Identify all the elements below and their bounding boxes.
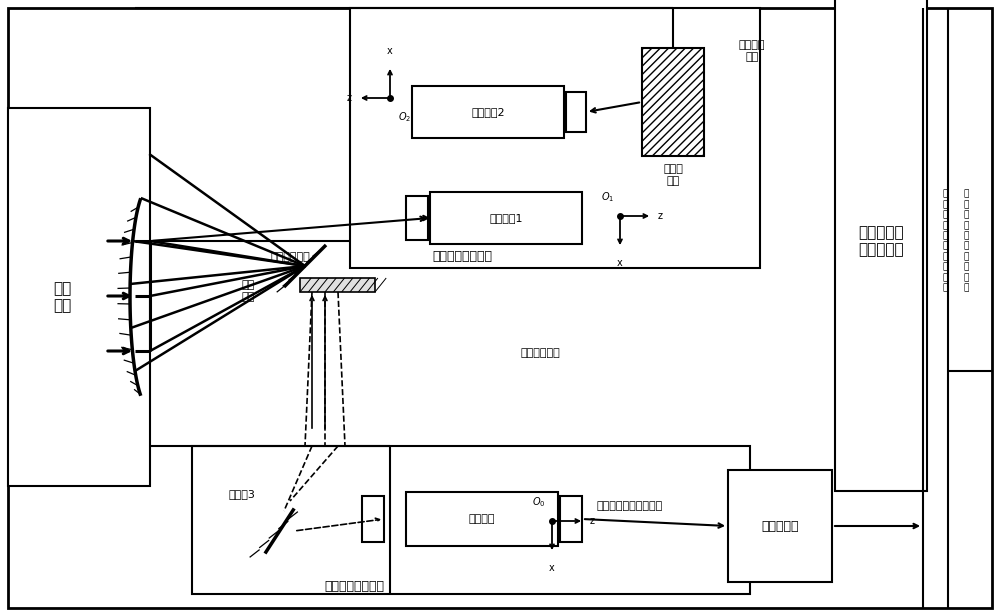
Text: $O_0$: $O_0$ [532, 495, 546, 509]
Text: 激光回波信号: 激光回波信号 [520, 348, 560, 358]
Text: z: z [347, 93, 352, 103]
Text: 监控相机: 监控相机 [469, 514, 495, 524]
Text: 激光回波信号: 激光回波信号 [270, 252, 310, 262]
Bar [566, 92, 586, 132]
Bar [412, 86, 564, 138]
Text: 平行
光管: 平行 光管 [53, 281, 71, 313]
Bar [430, 192, 582, 244]
Text: 中继
像面: 中继 像面 [242, 280, 255, 302]
Text: 测量相机2: 测量相机2 [471, 107, 505, 117]
Text: x: x [617, 258, 623, 268]
Text: $O_2$: $O_2$ [398, 110, 411, 124]
Text: 激光衰
减器: 激光衰 减器 [663, 164, 683, 185]
Text: 中继像面上的光斑图像: 中继像面上的光斑图像 [597, 501, 663, 511]
Bar [406, 196, 428, 240]
Bar [362, 496, 384, 542]
Text: z: z [658, 211, 663, 221]
Bar [350, 8, 760, 268]
Text: 控制计算机: 控制计算机 [761, 519, 799, 532]
Text: x: x [549, 563, 555, 573]
Text: 激光方向跟踪装置: 激光方向跟踪装置 [324, 580, 384, 593]
Text: 被测星载激
光雷达系统: 被测星载激 光雷达系统 [858, 225, 904, 257]
Bar [192, 446, 750, 594]
Bar [560, 496, 582, 542]
Text: 发射激光
信号: 发射激光 信号 [739, 40, 765, 62]
Text: 发
射
激
光
信
号
光
斑
图
像: 发 射 激 光 信 号 光 斑 图 像 [942, 190, 948, 293]
Text: x: x [387, 46, 393, 56]
Bar [728, 470, 832, 582]
Text: 激光方向跟踪装置: 激光方向跟踪装置 [432, 249, 492, 262]
Text: 激
光
回
波
信
号
光
斑
图
像: 激 光 回 波 信 号 光 斑 图 像 [963, 190, 969, 293]
Bar [300, 278, 375, 292]
Bar [406, 492, 558, 546]
Text: $O_1$: $O_1$ [601, 190, 614, 204]
Bar [835, 0, 927, 491]
Text: 测量相机1: 测量相机1 [489, 213, 523, 223]
Text: 反射镜3: 反射镜3 [229, 489, 255, 499]
Text: z: z [590, 516, 595, 526]
Bar [8, 108, 150, 486]
Bar [642, 48, 704, 156]
